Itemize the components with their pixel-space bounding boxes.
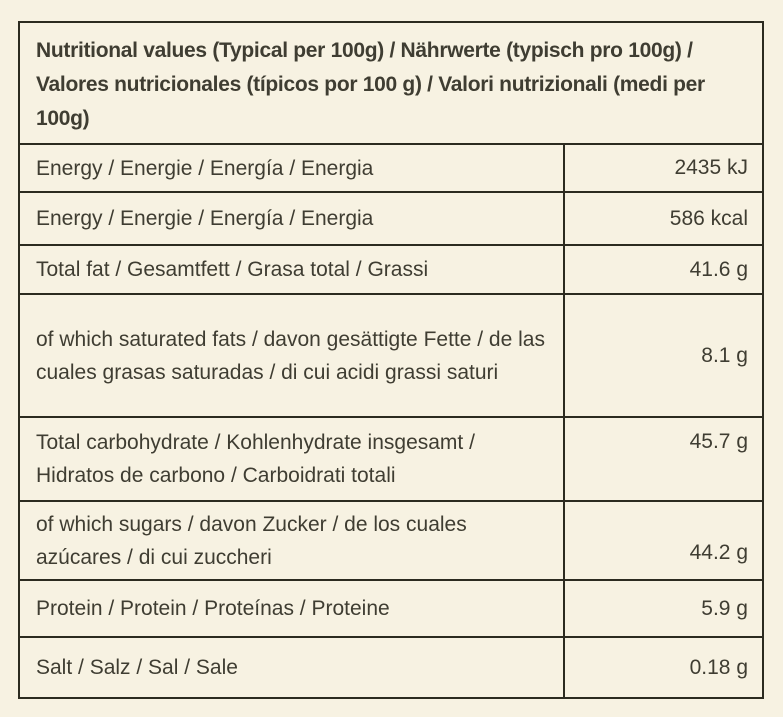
row-label: Total fat / Gesamtfett / Grasa total / G… bbox=[36, 258, 429, 281]
table-row-sugars: of which sugars / davon Zucker / de los … bbox=[20, 502, 762, 581]
row-label: Energy / Energie / Energía / Energia bbox=[36, 156, 374, 180]
row-label: Energy / Energie / Energía / Energia bbox=[36, 207, 374, 230]
nutrition-facts-table: Nutritional values (Typical per 100g) / … bbox=[18, 21, 764, 699]
row-value: 41.6 g bbox=[563, 246, 762, 293]
row-value: 586 kcal bbox=[563, 193, 762, 244]
table-row-total-fat: Total fat / Gesamtfett / Grasa total / G… bbox=[20, 246, 762, 295]
table-row-carbohydrate: Total carbohydrate / Kohlenhydrate insge… bbox=[20, 418, 762, 502]
table-header-title: Nutritional values (Typical per 100g) / … bbox=[20, 23, 762, 145]
row-value: 0.18 g bbox=[563, 638, 762, 697]
row-label: of which saturated fats / davon gesättig… bbox=[36, 327, 545, 384]
row-label: of which sugars / davon Zucker / de los … bbox=[36, 512, 467, 569]
table-row-protein: Protein / Protein / Proteínas / Proteine… bbox=[20, 581, 762, 638]
table-row-energy-kcal: Energy / Energie / Energía / Energia 586… bbox=[20, 193, 762, 246]
row-value: 5.9 g bbox=[563, 581, 762, 636]
row-label: Total carbohydrate / Kohlenhydrate insge… bbox=[36, 431, 475, 487]
row-value: 44.2 g bbox=[563, 502, 762, 579]
row-value: 45.7 g bbox=[563, 418, 762, 500]
row-label: Protein / Protein / Proteínas / Proteine bbox=[36, 597, 390, 620]
table-row-energy-kj: Energy / Energie / Energía / Energia 243… bbox=[20, 145, 762, 193]
row-label: Salt / Salz / Sal / Sale bbox=[36, 656, 238, 679]
row-value: 8.1 g bbox=[563, 295, 762, 416]
table-row-saturated-fats: of which saturated fats / davon gesättig… bbox=[20, 295, 762, 418]
table-row-salt: Salt / Salz / Sal / Sale 0.18 g bbox=[20, 638, 762, 697]
row-value: 2435 kJ bbox=[563, 145, 762, 191]
